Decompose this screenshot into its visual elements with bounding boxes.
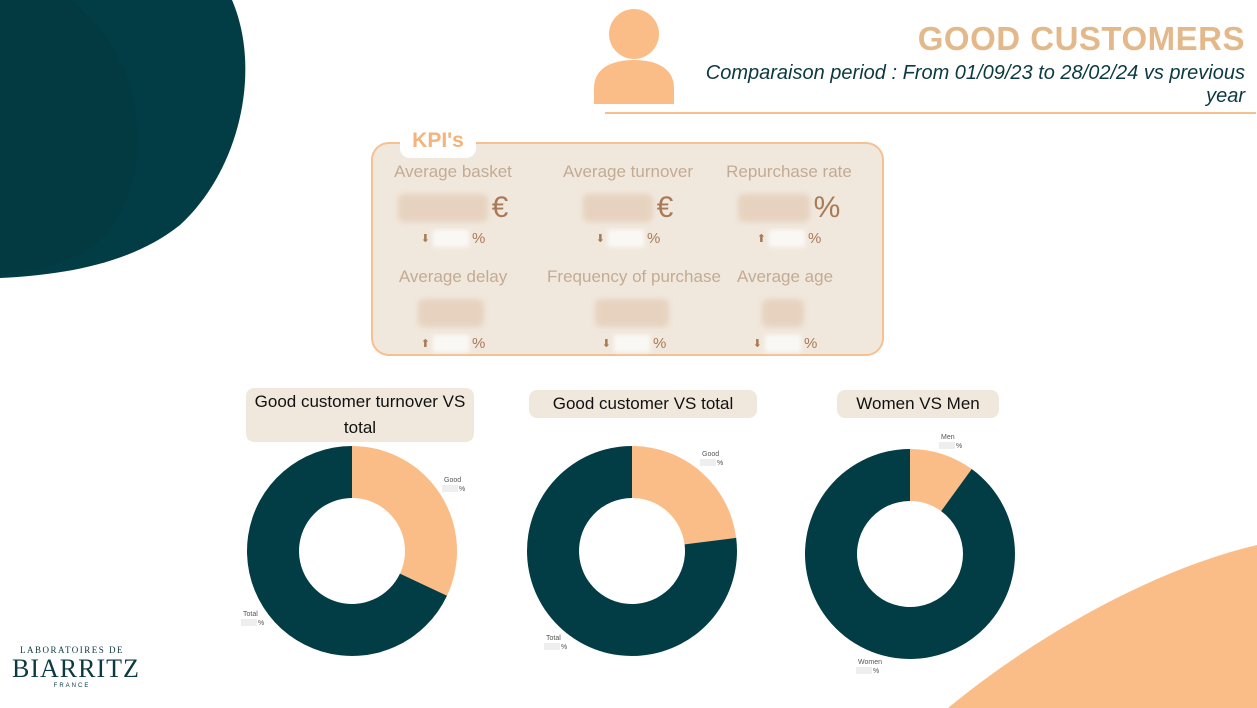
kpi-variation-redacted	[768, 230, 805, 247]
slice-value-suffix: %	[561, 644, 567, 651]
arrow-up-icon: ⬆	[756, 233, 766, 245]
kpi-variation-redacted	[613, 335, 650, 352]
kpi-variation-redacted	[432, 335, 469, 352]
slice-label: Total	[243, 611, 258, 618]
logo-line-1: LABORATOIRES DE	[19, 645, 125, 655]
slice-label: Men	[941, 434, 955, 441]
kpi-value-redacted	[595, 299, 669, 327]
kpi-label: Frequency of purchase	[547, 267, 721, 286]
chart-title: Good customer turnover VS total	[246, 388, 474, 442]
logo-line-2: BIARRITZ	[12, 654, 140, 683]
kpi-variation: ⬇%	[538, 230, 718, 247]
arrow-down-icon: ⬇	[601, 338, 611, 350]
slice-value-suffix: %	[873, 668, 879, 675]
kpi-value	[544, 295, 724, 331]
kpi-value-redacted	[582, 194, 653, 222]
kpi-value-redacted	[418, 299, 484, 327]
brand-logo: LABORATOIRES DE BIARRITZ FRANCE	[12, 645, 140, 689]
kpi-variation-unit: %	[807, 230, 822, 247]
slice-label: Good	[702, 451, 719, 458]
kpi-value-redacted	[397, 194, 488, 222]
arrow-up-icon: ⬆	[420, 338, 430, 350]
kpi-variation: ⬇%	[363, 230, 543, 247]
page-title: GOOD CUSTOMERS	[917, 20, 1245, 57]
kpi-value	[695, 295, 875, 331]
kpi-value: €	[538, 190, 718, 226]
kpi-label: Average basket	[394, 162, 512, 181]
kpi-variation: ⬆%	[699, 230, 879, 247]
kpi-label: Repurchase rate	[726, 162, 852, 181]
kpi-card: Average basket € ⬇%	[363, 162, 543, 247]
kpi-tag: KPI's	[400, 124, 476, 158]
kpi-variation: ⬇%	[695, 335, 875, 352]
chart-title: Women VS Men	[837, 390, 999, 418]
slice-value-suffix: %	[459, 486, 465, 493]
kpi-unit: %	[813, 191, 841, 224]
donut-slice-good	[632, 446, 737, 545]
kpi-variation-unit: %	[652, 335, 667, 352]
slice-value-redacted	[856, 667, 872, 674]
slice-value-suffix: %	[956, 443, 962, 450]
slice-value-redacted	[939, 442, 955, 449]
kpi-variation-unit: %	[471, 230, 486, 247]
kpi-card: Average age ⬇%	[695, 267, 875, 352]
kpi-card: Average delay ⬆%	[363, 267, 543, 352]
kpi-variation-unit: %	[646, 230, 661, 247]
kpi-card: Average turnover € ⬇%	[538, 162, 718, 247]
slice-value-redacted	[544, 643, 560, 650]
kpi-variation: ⬇%	[544, 335, 724, 352]
kpi-variation-unit: %	[803, 335, 818, 352]
kpi-value-redacted	[762, 299, 804, 327]
kpi-label: Average delay	[398, 267, 508, 286]
slice-value-redacted	[700, 459, 716, 466]
donut-slice-total	[247, 446, 448, 656]
kpi-value	[363, 295, 543, 331]
arrow-down-icon: ⬇	[420, 233, 430, 245]
slice-label: Total	[546, 635, 561, 642]
kpi-variation: ⬆%	[363, 335, 543, 352]
slice-value-suffix: %	[717, 460, 723, 467]
chart-title: Good customer VS total	[529, 390, 757, 418]
kpi-value: %	[699, 190, 879, 226]
kpi-label: Average age	[736, 267, 834, 286]
kpi-unit: €	[656, 191, 674, 224]
kpi-card: Frequency of purchase ⬇%	[544, 267, 724, 352]
slice-label: Good	[444, 477, 461, 484]
kpi-card: Repurchase rate% ⬆%	[699, 162, 879, 247]
slice-value-redacted	[241, 619, 257, 626]
donut-slice-total	[527, 446, 738, 656]
slice-value-redacted	[442, 485, 458, 492]
kpi-label: Average turnover	[562, 162, 694, 181]
arrow-down-icon: ⬇	[595, 233, 605, 245]
kpi-value: €	[363, 190, 543, 226]
slice-label: Women	[858, 659, 882, 666]
kpi-variation-redacted	[432, 230, 469, 247]
donut-slice-men	[910, 449, 972, 512]
kpi-variation-redacted	[607, 230, 644, 247]
header-divider	[605, 112, 1256, 114]
logo-line-3: FRANCE	[53, 683, 91, 689]
donut-slice-women	[805, 449, 1016, 659]
kpi-variation-redacted	[764, 335, 801, 352]
kpi-unit: €	[491, 191, 509, 224]
donut-slice-good	[352, 446, 458, 596]
slice-value-suffix: %	[258, 620, 264, 627]
kpi-variation-unit: %	[471, 335, 486, 352]
comparison-period: Comparaison period : From 01/09/23 to 28…	[705, 62, 1245, 107]
kpi-value-redacted	[737, 194, 810, 222]
user-icon	[594, 9, 674, 104]
arrow-down-icon: ⬇	[752, 338, 762, 350]
